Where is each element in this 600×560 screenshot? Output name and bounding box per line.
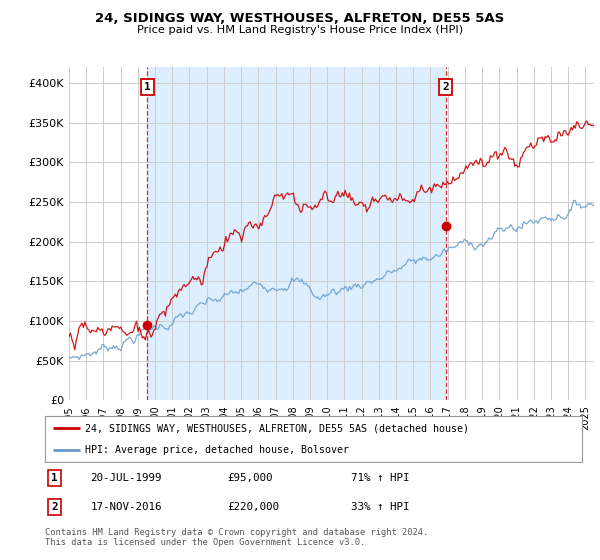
Text: 20-JUL-1999: 20-JUL-1999: [91, 473, 162, 483]
Text: 24, SIDINGS WAY, WESTHOUSES, ALFRETON, DE55 5AS: 24, SIDINGS WAY, WESTHOUSES, ALFRETON, D…: [95, 12, 505, 25]
Text: £95,000: £95,000: [227, 473, 273, 483]
Bar: [148, 67, 446, 400]
Text: Price paid vs. HM Land Registry's House Price Index (HPI): Price paid vs. HM Land Registry's House …: [137, 25, 463, 35]
Text: HPI: Average price, detached house, Bolsover: HPI: Average price, detached house, Bols…: [85, 445, 349, 455]
Text: 1: 1: [144, 82, 151, 92]
Text: £220,000: £220,000: [227, 502, 280, 512]
Text: 24, SIDINGS WAY, WESTHOUSES, ALFRETON, DE55 5AS (detached house): 24, SIDINGS WAY, WESTHOUSES, ALFRETON, D…: [85, 423, 469, 433]
Text: 2: 2: [52, 502, 58, 512]
Text: 2: 2: [442, 82, 449, 92]
Text: 71% ↑ HPI: 71% ↑ HPI: [351, 473, 410, 483]
Text: 1: 1: [52, 473, 58, 483]
Text: 17-NOV-2016: 17-NOV-2016: [91, 502, 162, 512]
Text: 33% ↑ HPI: 33% ↑ HPI: [351, 502, 410, 512]
Text: Contains HM Land Registry data © Crown copyright and database right 2024.
This d: Contains HM Land Registry data © Crown c…: [45, 528, 428, 547]
